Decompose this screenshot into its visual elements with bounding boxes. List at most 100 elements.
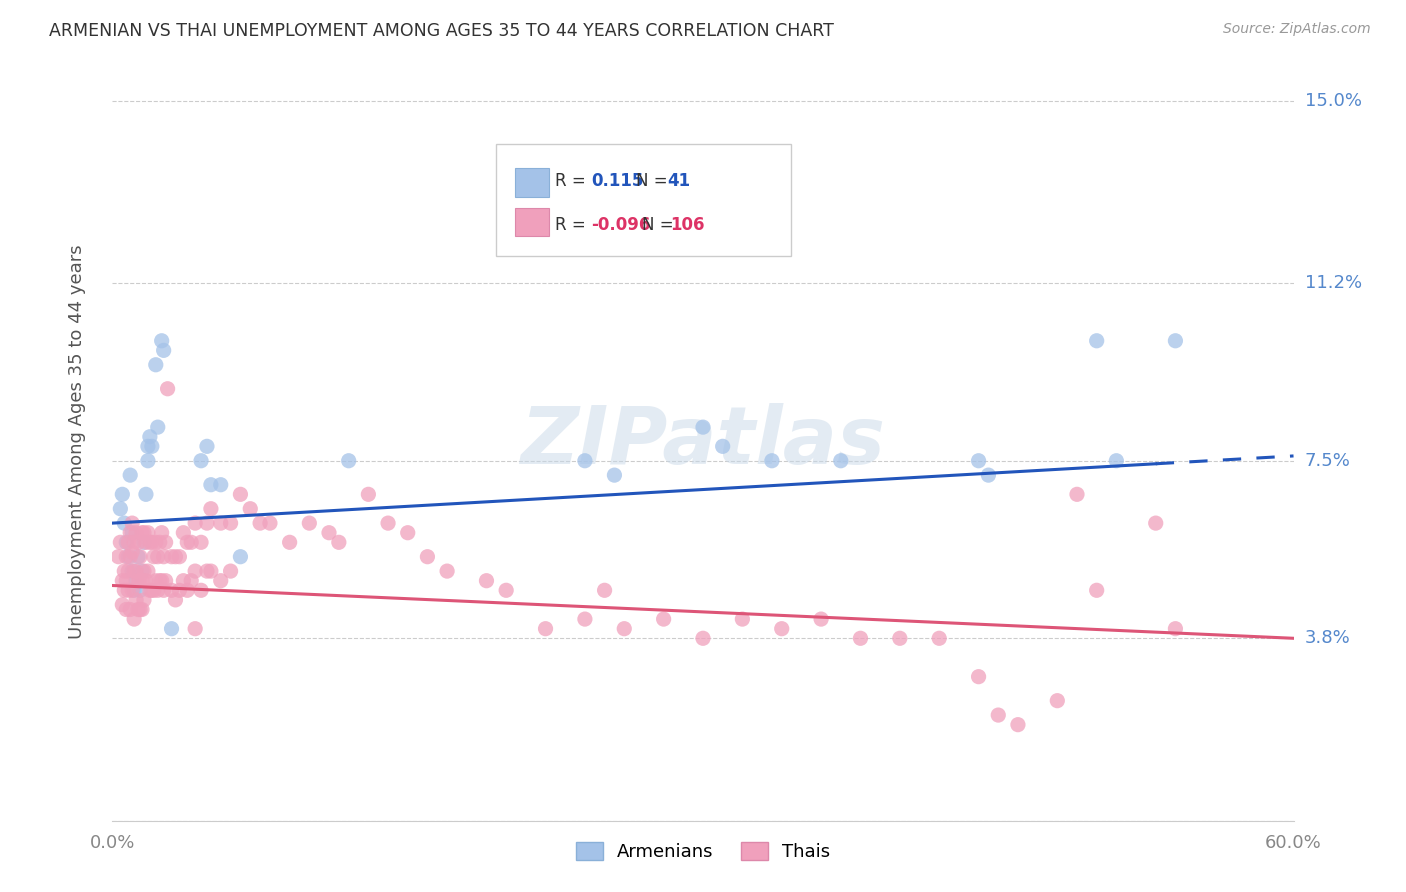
Point [977, 468, 1000, 483]
Point [115, 535, 138, 549]
Point [125, 574, 148, 588]
Point [127, 549, 149, 564]
Point [131, 574, 153, 588]
Point [139, 583, 162, 598]
Point [121, 583, 143, 598]
Point [219, 564, 242, 578]
Point [770, 622, 793, 636]
Point [761, 454, 783, 468]
Point [156, 382, 179, 396]
Point [1085, 334, 1108, 348]
Point [136, 439, 159, 453]
Point [152, 583, 174, 598]
Point [135, 574, 157, 588]
Point [121, 525, 143, 540]
Point [146, 549, 169, 564]
Point [165, 549, 187, 564]
Point [125, 564, 148, 578]
Point [377, 516, 399, 530]
Point [318, 525, 340, 540]
Point [357, 487, 380, 501]
Point [190, 454, 212, 468]
Point [209, 477, 232, 491]
Text: 11.2%: 11.2% [1305, 274, 1362, 293]
Point [129, 549, 152, 564]
Point [112, 516, 135, 530]
Point [987, 708, 1010, 723]
Point [131, 525, 153, 540]
Point [129, 574, 152, 588]
Point [127, 602, 149, 616]
Point [150, 574, 173, 588]
Point [115, 549, 138, 564]
Text: 106: 106 [671, 216, 704, 234]
Point [129, 583, 152, 598]
Point [145, 358, 167, 372]
Point [436, 564, 458, 578]
Point [169, 583, 191, 598]
Point [184, 516, 207, 530]
Point [139, 535, 162, 549]
Point [110, 501, 132, 516]
Point [155, 574, 177, 588]
Point [141, 583, 163, 598]
Point [195, 516, 218, 530]
Point [1164, 622, 1187, 636]
Point [115, 602, 138, 616]
Point [145, 535, 167, 549]
Point [112, 564, 135, 578]
Legend: Armenians, Thais: Armenians, Thais [568, 835, 838, 869]
Point [731, 612, 754, 626]
Text: R =: R = [554, 172, 591, 190]
Point [135, 487, 157, 501]
Point [711, 439, 734, 453]
Point [127, 535, 149, 549]
Point [142, 549, 165, 564]
Text: ARMENIAN VS THAI UNEMPLOYMENT AMONG AGES 35 TO 44 YEARS CORRELATION CHART: ARMENIAN VS THAI UNEMPLOYMENT AMONG AGES… [49, 22, 834, 40]
Point [1085, 583, 1108, 598]
Text: -0.096: -0.096 [592, 216, 651, 234]
Point [122, 583, 145, 598]
Point [149, 574, 172, 588]
Point [229, 549, 252, 564]
Text: Source: ZipAtlas.com: Source: ZipAtlas.com [1223, 22, 1371, 37]
Point [613, 622, 636, 636]
Point [121, 545, 143, 559]
Point [132, 593, 155, 607]
Point [122, 612, 145, 626]
Point [141, 439, 163, 453]
Point [125, 525, 148, 540]
Point [150, 525, 173, 540]
Point [132, 564, 155, 578]
Point [139, 430, 162, 444]
Point [122, 535, 145, 549]
Point [574, 612, 596, 626]
Point [396, 525, 419, 540]
Point [120, 602, 142, 616]
Text: 15.0%: 15.0% [1305, 92, 1361, 110]
Point [1105, 454, 1128, 468]
Point [1007, 717, 1029, 731]
Point [136, 564, 159, 578]
Point [117, 549, 139, 564]
Point [180, 535, 202, 549]
Point [127, 574, 149, 588]
Point [146, 420, 169, 434]
Point [298, 516, 321, 530]
Point [574, 454, 596, 468]
Point [165, 593, 187, 607]
Point [107, 549, 129, 564]
Point [149, 535, 172, 549]
Point [195, 564, 218, 578]
Point [475, 574, 498, 588]
Point [145, 574, 167, 588]
Point [1164, 334, 1187, 348]
Text: R =: R = [554, 216, 591, 234]
Point [141, 535, 163, 549]
Point [160, 549, 183, 564]
Point [229, 487, 252, 501]
Point [278, 535, 301, 549]
Point [967, 454, 990, 468]
Point [967, 670, 990, 684]
Text: N =: N = [637, 172, 673, 190]
